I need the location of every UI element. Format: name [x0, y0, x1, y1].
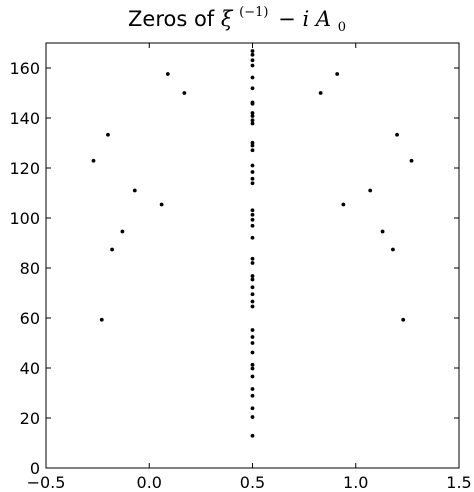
data-point-10 [250, 335, 255, 339]
x-tick-label-4: 1.5 [446, 473, 471, 492]
y-tick-label-6: 120 [9, 159, 40, 178]
data-point-38 [250, 86, 255, 91]
data-point-35 [250, 111, 255, 115]
data-point-57 [368, 188, 373, 193]
data-point-7 [250, 362, 255, 367]
data-point-39 [250, 75, 255, 80]
x-tick-label-3: 1.0 [343, 473, 368, 492]
data-point-20 [250, 235, 255, 240]
data-point-51 [110, 247, 114, 252]
data-point-42 [250, 52, 255, 57]
data-point-30 [250, 143, 255, 148]
title-i: i [302, 7, 309, 31]
data-point-50 [120, 229, 125, 234]
title-prefix: Zeros of [128, 7, 221, 31]
data-point-6 [250, 366, 255, 371]
data-point-44 [165, 72, 170, 76]
data-point-22 [250, 217, 255, 222]
y-tick-label-0: 0 [30, 459, 40, 478]
data-point-24 [250, 208, 255, 213]
data-point-29 [250, 148, 255, 153]
data-point-3 [250, 393, 255, 398]
data-point-14 [250, 292, 255, 297]
title-xi: ξ [221, 7, 234, 31]
data-point-25 [250, 181, 255, 186]
title-a: A [314, 7, 331, 31]
data-point-47 [91, 158, 96, 163]
y-tick-label-2: 40 [20, 359, 40, 378]
plot-frame [45, 42, 460, 469]
y-tick-label-7: 140 [9, 109, 40, 128]
title-minus: − [278, 7, 296, 31]
data-point-27 [250, 170, 255, 174]
x-tick-label-2: 0.5 [240, 473, 265, 492]
data-point-31 [250, 140, 255, 145]
data-point-43 [250, 49, 255, 53]
data-point-16 [250, 277, 255, 282]
data-point-52 [99, 317, 104, 322]
data-point-18 [250, 261, 255, 265]
y-tick-label-3: 60 [20, 309, 40, 328]
data-point-1 [250, 415, 255, 419]
data-point-26 [250, 176, 255, 181]
data-point-54 [318, 91, 323, 95]
data-point-5 [250, 374, 255, 379]
data-point-46 [106, 132, 110, 137]
data-point-48 [132, 188, 137, 193]
x-tick-label-0: −0.5 [27, 473, 66, 492]
data-point-9 [250, 341, 255, 345]
data-point-49 [159, 202, 164, 207]
data-point-12 [250, 304, 255, 309]
data-point-61 [401, 317, 406, 322]
data-point-13 [250, 299, 255, 304]
data-point-37 [250, 100, 255, 105]
data-point-23 [250, 212, 255, 217]
data-point-59 [380, 229, 385, 234]
data-point-33 [250, 118, 255, 123]
data-point-28 [250, 163, 255, 168]
data-point-56 [409, 158, 414, 163]
data-point-8 [250, 350, 255, 355]
data-point-41 [250, 58, 255, 63]
y-tick-label-4: 80 [20, 259, 40, 278]
data-point-4 [250, 387, 255, 391]
y-tick-label-5: 100 [9, 209, 40, 228]
data-point-45 [182, 91, 187, 95]
y-tick-label-1: 20 [20, 409, 40, 428]
data-point-17 [250, 274, 255, 278]
data-point-19 [250, 256, 255, 261]
y-tick-label-8: 160 [9, 59, 40, 78]
data-point-11 [250, 328, 255, 332]
tick-labels: −0.5 0.0 0.5 1.0 1.5 0 20 40 60 80 100 120 140 160 [9, 59, 471, 492]
title-xi-superscript: (−1) [239, 5, 268, 20]
data-point-34 [250, 114, 255, 118]
data-point-21 [250, 223, 255, 228]
chart-title: Zeros of ξ (−1) − i A 0 [128, 0, 346, 35]
axis-ticks [45, 43, 460, 469]
data-points [91, 49, 414, 438]
data-point-32 [250, 121, 255, 126]
data-point-60 [391, 247, 395, 252]
data-point-53 [335, 72, 340, 76]
title-a-subscript: 0 [338, 20, 346, 35]
x-tick-label-1: 0.0 [137, 473, 162, 492]
data-point-2 [250, 406, 255, 411]
data-point-15 [250, 285, 255, 290]
data-point-58 [341, 202, 346, 207]
data-point-40 [250, 63, 255, 68]
data-point-55 [395, 132, 399, 137]
data-point-0 [250, 433, 255, 438]
